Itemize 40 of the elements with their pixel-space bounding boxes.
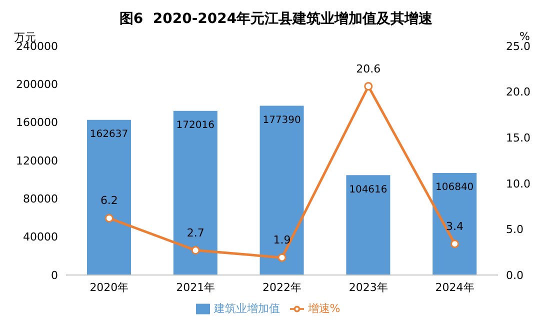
data-label: 172016	[176, 120, 214, 131]
x-tick-label: 2020年	[90, 280, 129, 294]
data-label: 6.2	[100, 194, 118, 208]
y-tick-label: 40000	[23, 230, 58, 244]
legend-label: 增速%	[308, 302, 340, 315]
y-tick-label: 80000	[23, 192, 58, 206]
data-label: 20.6	[356, 62, 381, 76]
bar	[173, 110, 218, 275]
point	[191, 246, 200, 255]
y2-tick-label: 15.0	[506, 132, 530, 145]
x-tick-label: 2024年	[435, 280, 474, 294]
y2-tick-label: 20.0	[506, 86, 530, 99]
bar	[346, 175, 390, 275]
y2-tick-label: 0.0	[506, 268, 524, 282]
data-label: 2.7	[186, 226, 204, 240]
x-tick-label: 2021年	[176, 280, 216, 294]
data-label: 162637	[90, 128, 128, 140]
data-label: 104616	[349, 184, 388, 196]
bar	[260, 106, 304, 275]
bar	[432, 173, 477, 275]
y-tick-label: 200000	[16, 78, 58, 92]
y-axis-title: 万元	[14, 30, 36, 44]
legend-label: 建筑业增加值	[214, 302, 280, 315]
y-tick-label: 120000	[16, 154, 58, 168]
data-label: 3.4	[446, 220, 464, 233]
y2-tick-label: 10.0	[506, 177, 530, 190]
y-tick-label: 0	[51, 268, 58, 282]
y2-tick-label: 5.0	[506, 223, 524, 236]
data-label: 106840	[436, 182, 474, 194]
bar	[87, 120, 131, 275]
point	[278, 253, 286, 262]
chart-title: 图6 2020-2024年元江县建筑业增加值及其增速	[118, 10, 434, 29]
point	[364, 82, 373, 91]
x-tick-label: 2023年	[348, 280, 388, 294]
data-label: 177390	[262, 114, 301, 126]
y-tick-label: 160000	[16, 116, 58, 130]
x-tick-label: 2022年	[262, 280, 302, 294]
point	[104, 214, 114, 222]
data-label: 1.9	[273, 234, 291, 247]
point	[450, 240, 460, 248]
